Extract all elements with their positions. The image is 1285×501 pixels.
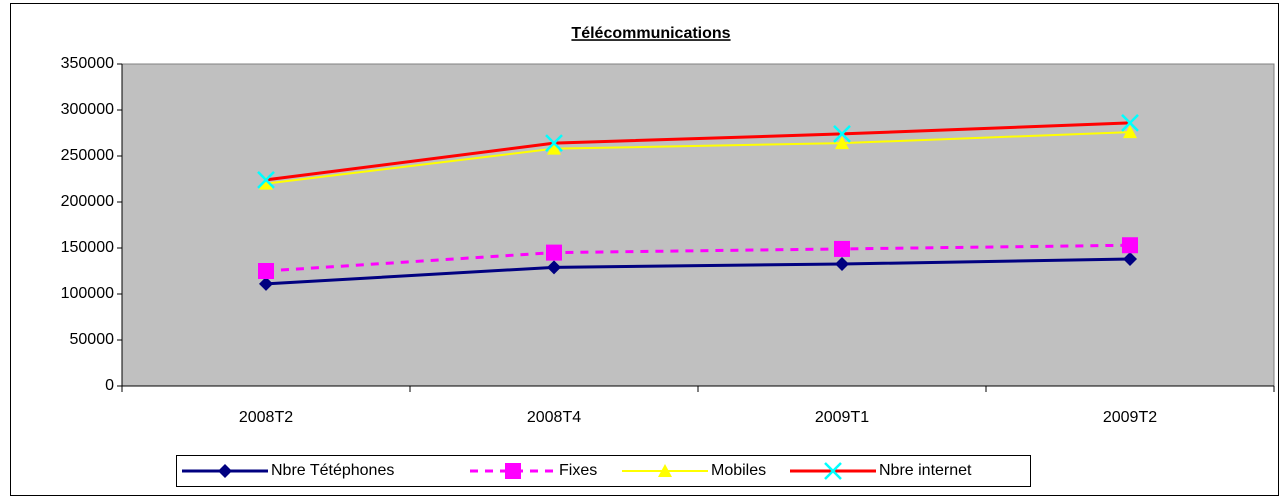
- marker: [545, 134, 563, 153]
- y-tick-label: 150000: [61, 239, 114, 256]
- marker: [1123, 252, 1137, 267]
- marker: [259, 276, 273, 291]
- y-tick-label: 250000: [61, 147, 114, 164]
- marker: [259, 176, 273, 190]
- marker: [658, 464, 672, 477]
- marker: [835, 257, 849, 272]
- marker: [834, 240, 850, 257]
- marker: [1123, 125, 1137, 139]
- marker: [1121, 113, 1139, 132]
- legend-label: Nbre Tétéphones: [271, 462, 394, 479]
- marker: [833, 125, 851, 143]
- x-tick-label: 2008T2: [239, 409, 293, 426]
- marker: [835, 136, 849, 150]
- x-tick-label: 2009T2: [1103, 409, 1157, 426]
- y-tick-label: 100000: [61, 285, 114, 302]
- marker: [258, 263, 274, 279]
- y-tick-label: 300000: [61, 101, 114, 118]
- legend-label: Nbre internet: [879, 462, 972, 479]
- marker: [547, 260, 561, 275]
- y-tick-label: 50000: [70, 331, 115, 348]
- marker: [1122, 237, 1138, 254]
- series-line: [265, 257, 1131, 286]
- marker: [547, 141, 561, 155]
- chart-title: Télécommunications: [571, 25, 730, 42]
- series-line: [265, 121, 1131, 182]
- series-line: [265, 243, 1131, 273]
- marker: [257, 171, 275, 189]
- marker: [505, 463, 521, 479]
- marker: [546, 244, 562, 261]
- legend-label: Mobiles: [711, 462, 766, 479]
- series-line: [265, 131, 1131, 185]
- y-tick-label: 350000: [61, 55, 114, 72]
- marker: [824, 462, 842, 480]
- y-tick-label: 200000: [61, 193, 114, 210]
- plot-area: [121, 63, 1275, 387]
- marker: [218, 464, 232, 478]
- y-tick-label: 0: [105, 377, 114, 394]
- x-tick-label: 2009T1: [815, 409, 869, 426]
- legend-box: [176, 455, 1031, 487]
- legend-label: Fixes: [559, 462, 597, 479]
- x-tick-label: 2008T4: [527, 409, 581, 426]
